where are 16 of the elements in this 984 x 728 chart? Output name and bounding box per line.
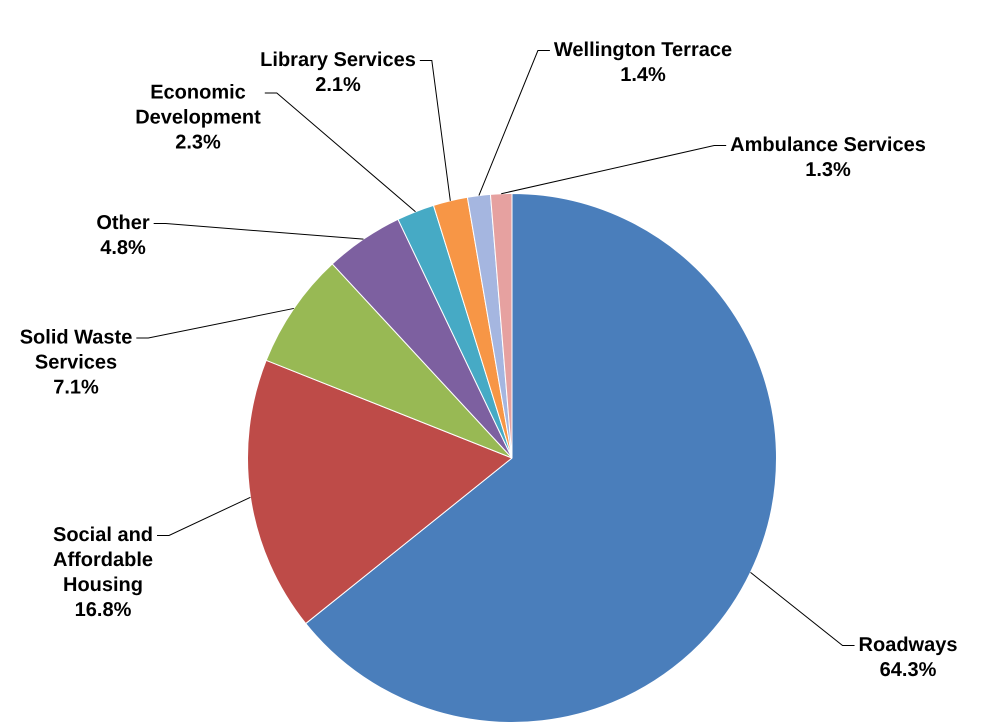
slice-label: Library Services bbox=[260, 49, 416, 72]
data-label: 1.3% bbox=[805, 159, 852, 182]
slice-label: Roadways bbox=[858, 634, 958, 656]
data-label: 64.3% bbox=[880, 659, 937, 682]
slice-label: Economic Development bbox=[135, 82, 262, 129]
data-label: 16.8% bbox=[74, 599, 132, 622]
slice-label: Other bbox=[96, 212, 150, 234]
slice-label: Ambulance Services bbox=[730, 134, 926, 156]
data-label: 2.3% bbox=[175, 132, 222, 154]
data-label: 1.4% bbox=[620, 64, 666, 86]
slice-label: Wellington Terrace bbox=[554, 39, 732, 62]
slice-label: Social and Affordable Housing bbox=[52, 524, 154, 596]
data-label: 7.1% bbox=[53, 376, 100, 399]
data-label: 2.1% bbox=[315, 74, 362, 96]
data-label: 4.8% bbox=[100, 237, 146, 260]
slice-label: Solid Waste Services bbox=[20, 326, 132, 374]
